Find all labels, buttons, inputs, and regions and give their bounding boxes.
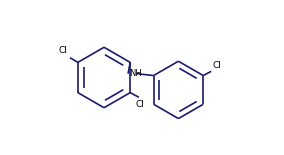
Text: Cl: Cl — [59, 46, 68, 55]
Text: NH: NH — [129, 69, 142, 78]
Text: Cl: Cl — [212, 61, 221, 70]
Text: Cl: Cl — [135, 100, 144, 109]
